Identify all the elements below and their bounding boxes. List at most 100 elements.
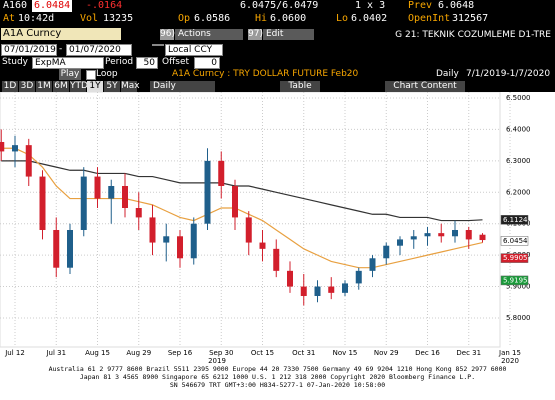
candle-body	[39, 176, 46, 230]
period-button[interactable]: Max	[121, 81, 140, 92]
price-label-box	[500, 253, 529, 263]
period-label: Period	[105, 57, 134, 67]
security-box[interactable]: A1A Curncy	[1, 28, 121, 40]
change: -.0164	[86, 0, 123, 11]
lo-label: Lo	[336, 13, 349, 24]
offset-label: Offset	[162, 57, 190, 67]
template-name: G 21: TEKNIK COZUMLEME D1-TRE	[395, 30, 551, 40]
price-label: 6.0454	[503, 237, 528, 245]
candle-body	[300, 286, 307, 296]
period-input[interactable]: 50	[136, 57, 158, 69]
candle-body	[80, 176, 87, 230]
candle-body	[122, 185, 128, 208]
period-button[interactable]: 1Y	[87, 81, 103, 92]
x-tick-label: Jul 12	[4, 349, 25, 357]
candle-body	[287, 270, 293, 287]
x-tick-label: Aug 29	[126, 349, 151, 357]
op-label: Op	[178, 13, 191, 24]
period-button[interactable]: YTD	[70, 81, 88, 92]
edit-button[interactable]: Edit	[263, 29, 314, 40]
play-button[interactable]: Play	[59, 69, 81, 80]
x-tick-label: Nov 15	[333, 349, 358, 357]
loop-checkbox[interactable]	[86, 70, 96, 80]
x-tick-label: Nov 29	[374, 349, 399, 357]
candle-body	[314, 286, 321, 296]
footer-line: SN 546679 TRT GMT+3:00 H834-5277-1 07-Ja…	[169, 381, 386, 389]
period-button[interactable]: 6M	[53, 81, 69, 92]
y-tick-label: 6.2000	[506, 188, 531, 196]
price-label-box	[500, 275, 529, 286]
actions-num: 96)	[160, 29, 175, 40]
candle-body	[273, 248, 280, 271]
x-tick-label: Jul 31	[45, 349, 66, 357]
size: 1 x 3	[355, 0, 386, 11]
x-tick-label: Sep 16	[168, 349, 193, 357]
candle-body	[410, 236, 417, 240]
y-tick-label: 6.4000	[506, 125, 531, 133]
offset-input[interactable]: 0	[194, 57, 220, 69]
currency[interactable]: Local CCY	[165, 44, 223, 56]
hi: 6.0600	[270, 13, 307, 24]
period-button[interactable]: 1M	[36, 81, 52, 92]
candle-body	[259, 242, 266, 249]
candle-body	[383, 245, 390, 259]
candle-body	[328, 286, 335, 293]
price-label-box	[500, 236, 529, 246]
study-input[interactable]: ExpMA	[32, 57, 104, 69]
oi: 312567	[452, 13, 489, 24]
x-tick-label: Dec 16	[415, 349, 440, 357]
candle-body	[177, 236, 183, 259]
candle-body	[0, 142, 5, 152]
price-label-box	[500, 215, 529, 225]
candle-body	[452, 229, 458, 237]
candle-body	[108, 185, 115, 199]
period-button[interactable]: 5Y	[104, 81, 120, 92]
candle-body	[53, 229, 60, 268]
x-tick-label: Aug 15	[85, 349, 110, 357]
chart-title: A1A Curncy : TRY DOLLAR FUTURE Feb20	[172, 69, 359, 79]
candle-body	[94, 176, 101, 199]
prev-label: Prev	[408, 0, 433, 11]
candle-body	[190, 223, 197, 259]
candle-body	[342, 283, 348, 293]
edit-num: 97)	[248, 29, 263, 40]
candle-body	[369, 258, 376, 271]
year-label: 2020	[501, 357, 519, 365]
hi-label: Hi	[255, 13, 268, 24]
candle-body	[12, 145, 18, 152]
candle-body	[149, 217, 156, 243]
vol-label: Vol	[80, 13, 99, 24]
candle-body	[479, 234, 486, 241]
candle-body	[355, 270, 362, 284]
y-tick-label: 6.3000	[506, 157, 531, 165]
loop-label: Loop	[96, 69, 118, 79]
date-sep: -	[59, 44, 63, 54]
x-tick-label: Oct 15	[251, 349, 274, 357]
date-range: 7/1/2019-1/7/2020	[466, 69, 551, 79]
frequency-dropdown[interactable]: Daily	[150, 81, 215, 92]
period-button[interactable]: 1D	[2, 81, 18, 92]
period-button[interactable]: 3D	[19, 81, 35, 92]
year-label: 2019	[208, 357, 226, 365]
date-from[interactable]: 07/01/2019	[1, 44, 57, 56]
candle-body	[25, 145, 32, 177]
y-tick-label: 5.8000	[506, 314, 531, 322]
x-tick-label: Sep 30	[209, 349, 233, 357]
x-tick-label: Dec 31	[456, 349, 481, 357]
candle-body	[438, 233, 445, 237]
calendar-icon[interactable]	[152, 44, 164, 46]
price-label: 5.9905	[503, 254, 528, 262]
moving-average	[1, 160, 483, 222]
time: 10:42d	[18, 13, 55, 24]
candle-body	[135, 207, 142, 218]
chart-content-button[interactable]: Chart Content	[385, 81, 465, 92]
candle-body	[465, 229, 472, 240]
date-to[interactable]: 01/07/2020	[66, 44, 132, 56]
table-button[interactable]: Table	[280, 81, 320, 92]
actions-button[interactable]: Actions	[175, 29, 243, 40]
y-tick-label: 6.5000	[506, 94, 531, 102]
candle-body	[245, 217, 252, 243]
study-label: Study	[2, 57, 28, 67]
last-price: 6.0484	[32, 0, 73, 12]
